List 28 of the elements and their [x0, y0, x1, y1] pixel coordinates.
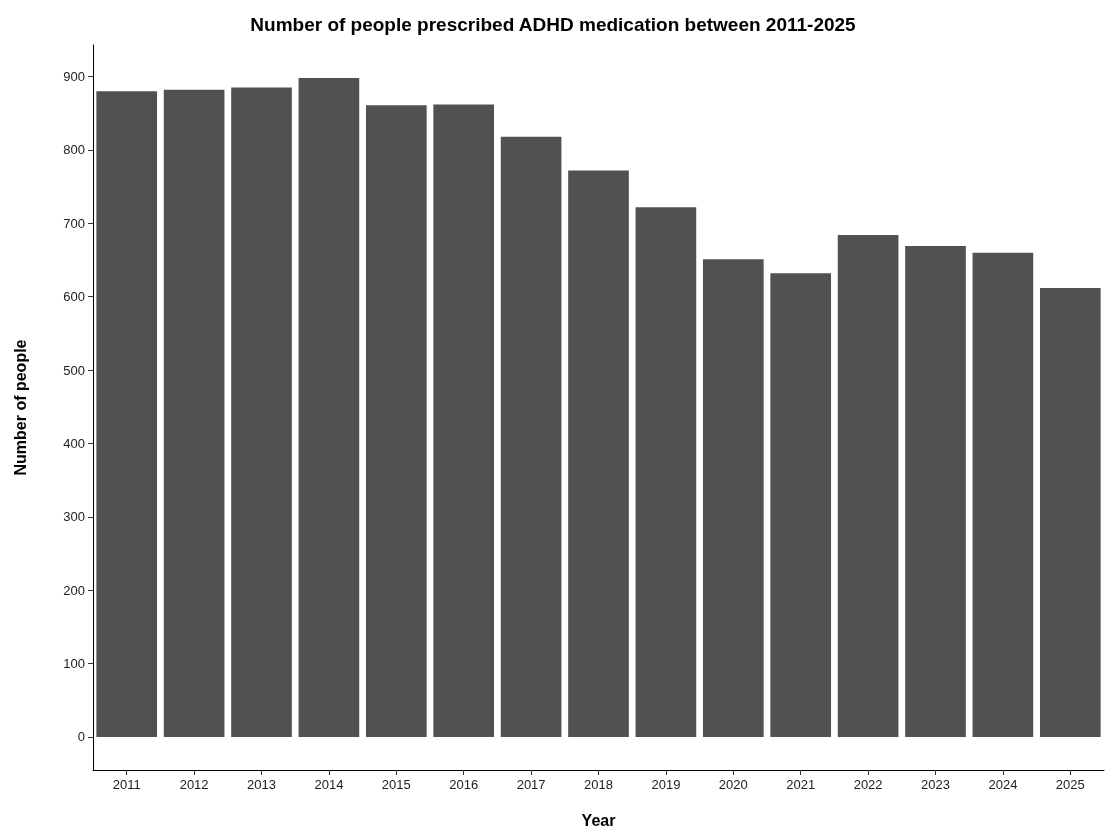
y-tick-label: 800: [63, 142, 85, 158]
x-tick-label: 2017: [516, 777, 546, 792]
x-tick-label: 2021: [786, 777, 816, 792]
y-tick-label: 0: [77, 729, 85, 745]
x-tick-label: 2019: [651, 777, 681, 792]
x-tick-label: 2014: [314, 777, 344, 792]
y-tick-label: 300: [63, 509, 85, 525]
x-tick-label: 2016: [449, 777, 479, 792]
y-tick-label: 600: [63, 289, 85, 305]
y-axis-title: Number of people: [11, 339, 29, 476]
x-tick-label: 2025: [1055, 777, 1085, 792]
x-tick-label: 2023: [921, 777, 950, 792]
x-tick-label: 2012: [179, 777, 209, 792]
x-tick-label: 2015: [381, 777, 411, 792]
x-tick-label: 2020: [718, 777, 748, 792]
y-tick-label: 500: [63, 362, 85, 378]
x-axis-title: Year: [581, 811, 616, 829]
chart-title: Number of people prescribed ADHD medication between 2011-2025: [250, 14, 857, 35]
x-tick-label: 2022: [853, 777, 883, 792]
y-tick-label: 200: [63, 582, 85, 598]
x-tick-label: 2011: [112, 777, 141, 792]
x-tick-label: 2024: [988, 777, 1018, 792]
y-tick-label: 900: [63, 69, 85, 85]
x-tick-label: 2013: [247, 777, 276, 792]
y-tick-label: 100: [63, 656, 85, 672]
y-tick-label: 700: [63, 215, 85, 231]
y-tick-label: 400: [63, 435, 85, 451]
x-tick-label: 2018: [584, 777, 613, 792]
